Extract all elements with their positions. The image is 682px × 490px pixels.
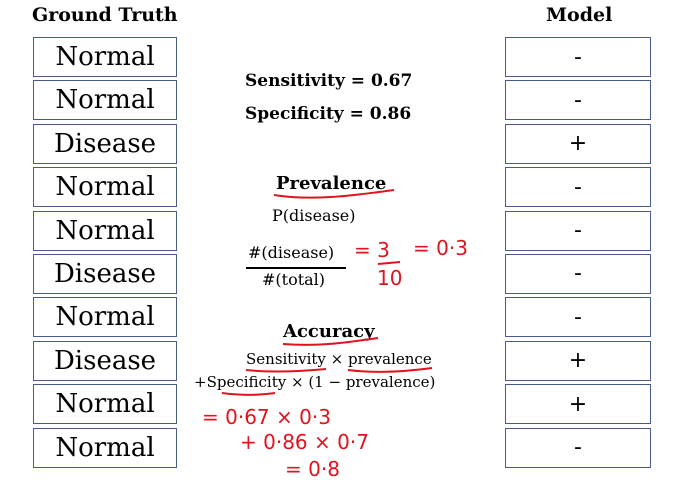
model-cell: - xyxy=(505,167,651,208)
model-header: Model xyxy=(546,4,613,26)
ground-truth-cell: Normal xyxy=(33,210,177,251)
ground-truth-column: Normal Normal Disease Normal Normal Dise… xyxy=(33,37,177,471)
fraction-bar xyxy=(246,267,346,269)
ground-truth-cell: Normal xyxy=(33,37,177,77)
prevalence-term-underline xyxy=(347,367,433,373)
model-cell: - xyxy=(505,297,651,338)
prevalence-fraction-bar xyxy=(377,261,401,265)
prevalence-denominator: #(total) xyxy=(262,270,326,289)
ground-truth-cell: Disease xyxy=(33,340,177,381)
handwritten-accuracy-line1: = 0·67 × 0·3 xyxy=(202,405,331,429)
handwritten-accuracy-line2: + 0·86 × 0·7 xyxy=(240,430,369,454)
ground-truth-cell: Normal xyxy=(33,427,177,468)
ground-truth-cell: Normal xyxy=(33,80,177,121)
prevalence-title: Prevalence xyxy=(276,173,387,194)
ground-truth-cell: Normal xyxy=(33,167,177,208)
model-cell: + xyxy=(505,340,651,381)
model-cell: + xyxy=(505,384,651,425)
ground-truth-cell: Normal xyxy=(33,384,177,425)
ground-truth-header: Ground Truth xyxy=(32,4,178,26)
accuracy-underline xyxy=(282,337,379,346)
sensitivity-underline xyxy=(245,368,327,373)
handwritten-prevalence-denominator: 10 xyxy=(377,266,403,290)
ground-truth-cell: Disease xyxy=(33,253,177,294)
ground-truth-cell: Disease xyxy=(33,123,177,164)
model-cell: + xyxy=(505,123,651,164)
accuracy-formula-line2: +Specificity × (1 − prevalence) xyxy=(194,373,436,391)
sensitivity-value: Sensitivity = 0.67 xyxy=(245,71,413,91)
model-cell: - xyxy=(505,37,651,77)
accuracy-title: Accuracy xyxy=(283,321,375,342)
prevalence-underline xyxy=(273,189,395,199)
model-cell: - xyxy=(505,210,651,251)
handwritten-prevalence-result: = 0·3 xyxy=(413,236,468,260)
specificity-value: Specificity = 0.86 xyxy=(245,104,412,124)
model-column: - - + - - - - + + - xyxy=(505,37,651,471)
accuracy-formula-line1: Sensitivity × prevalence xyxy=(246,350,432,368)
prevalence-numerator: #(disease) xyxy=(248,243,335,262)
handwritten-prevalence-eq: = 3 xyxy=(354,238,390,262)
model-cell: - xyxy=(505,80,651,121)
model-cell: - xyxy=(505,253,651,294)
handwritten-accuracy-result: = 0·8 xyxy=(285,457,340,481)
specificity-underline xyxy=(221,392,276,396)
model-cell: - xyxy=(505,427,651,468)
prevalence-definition: P(disease) xyxy=(272,206,356,225)
ground-truth-cell: Normal xyxy=(33,297,177,338)
